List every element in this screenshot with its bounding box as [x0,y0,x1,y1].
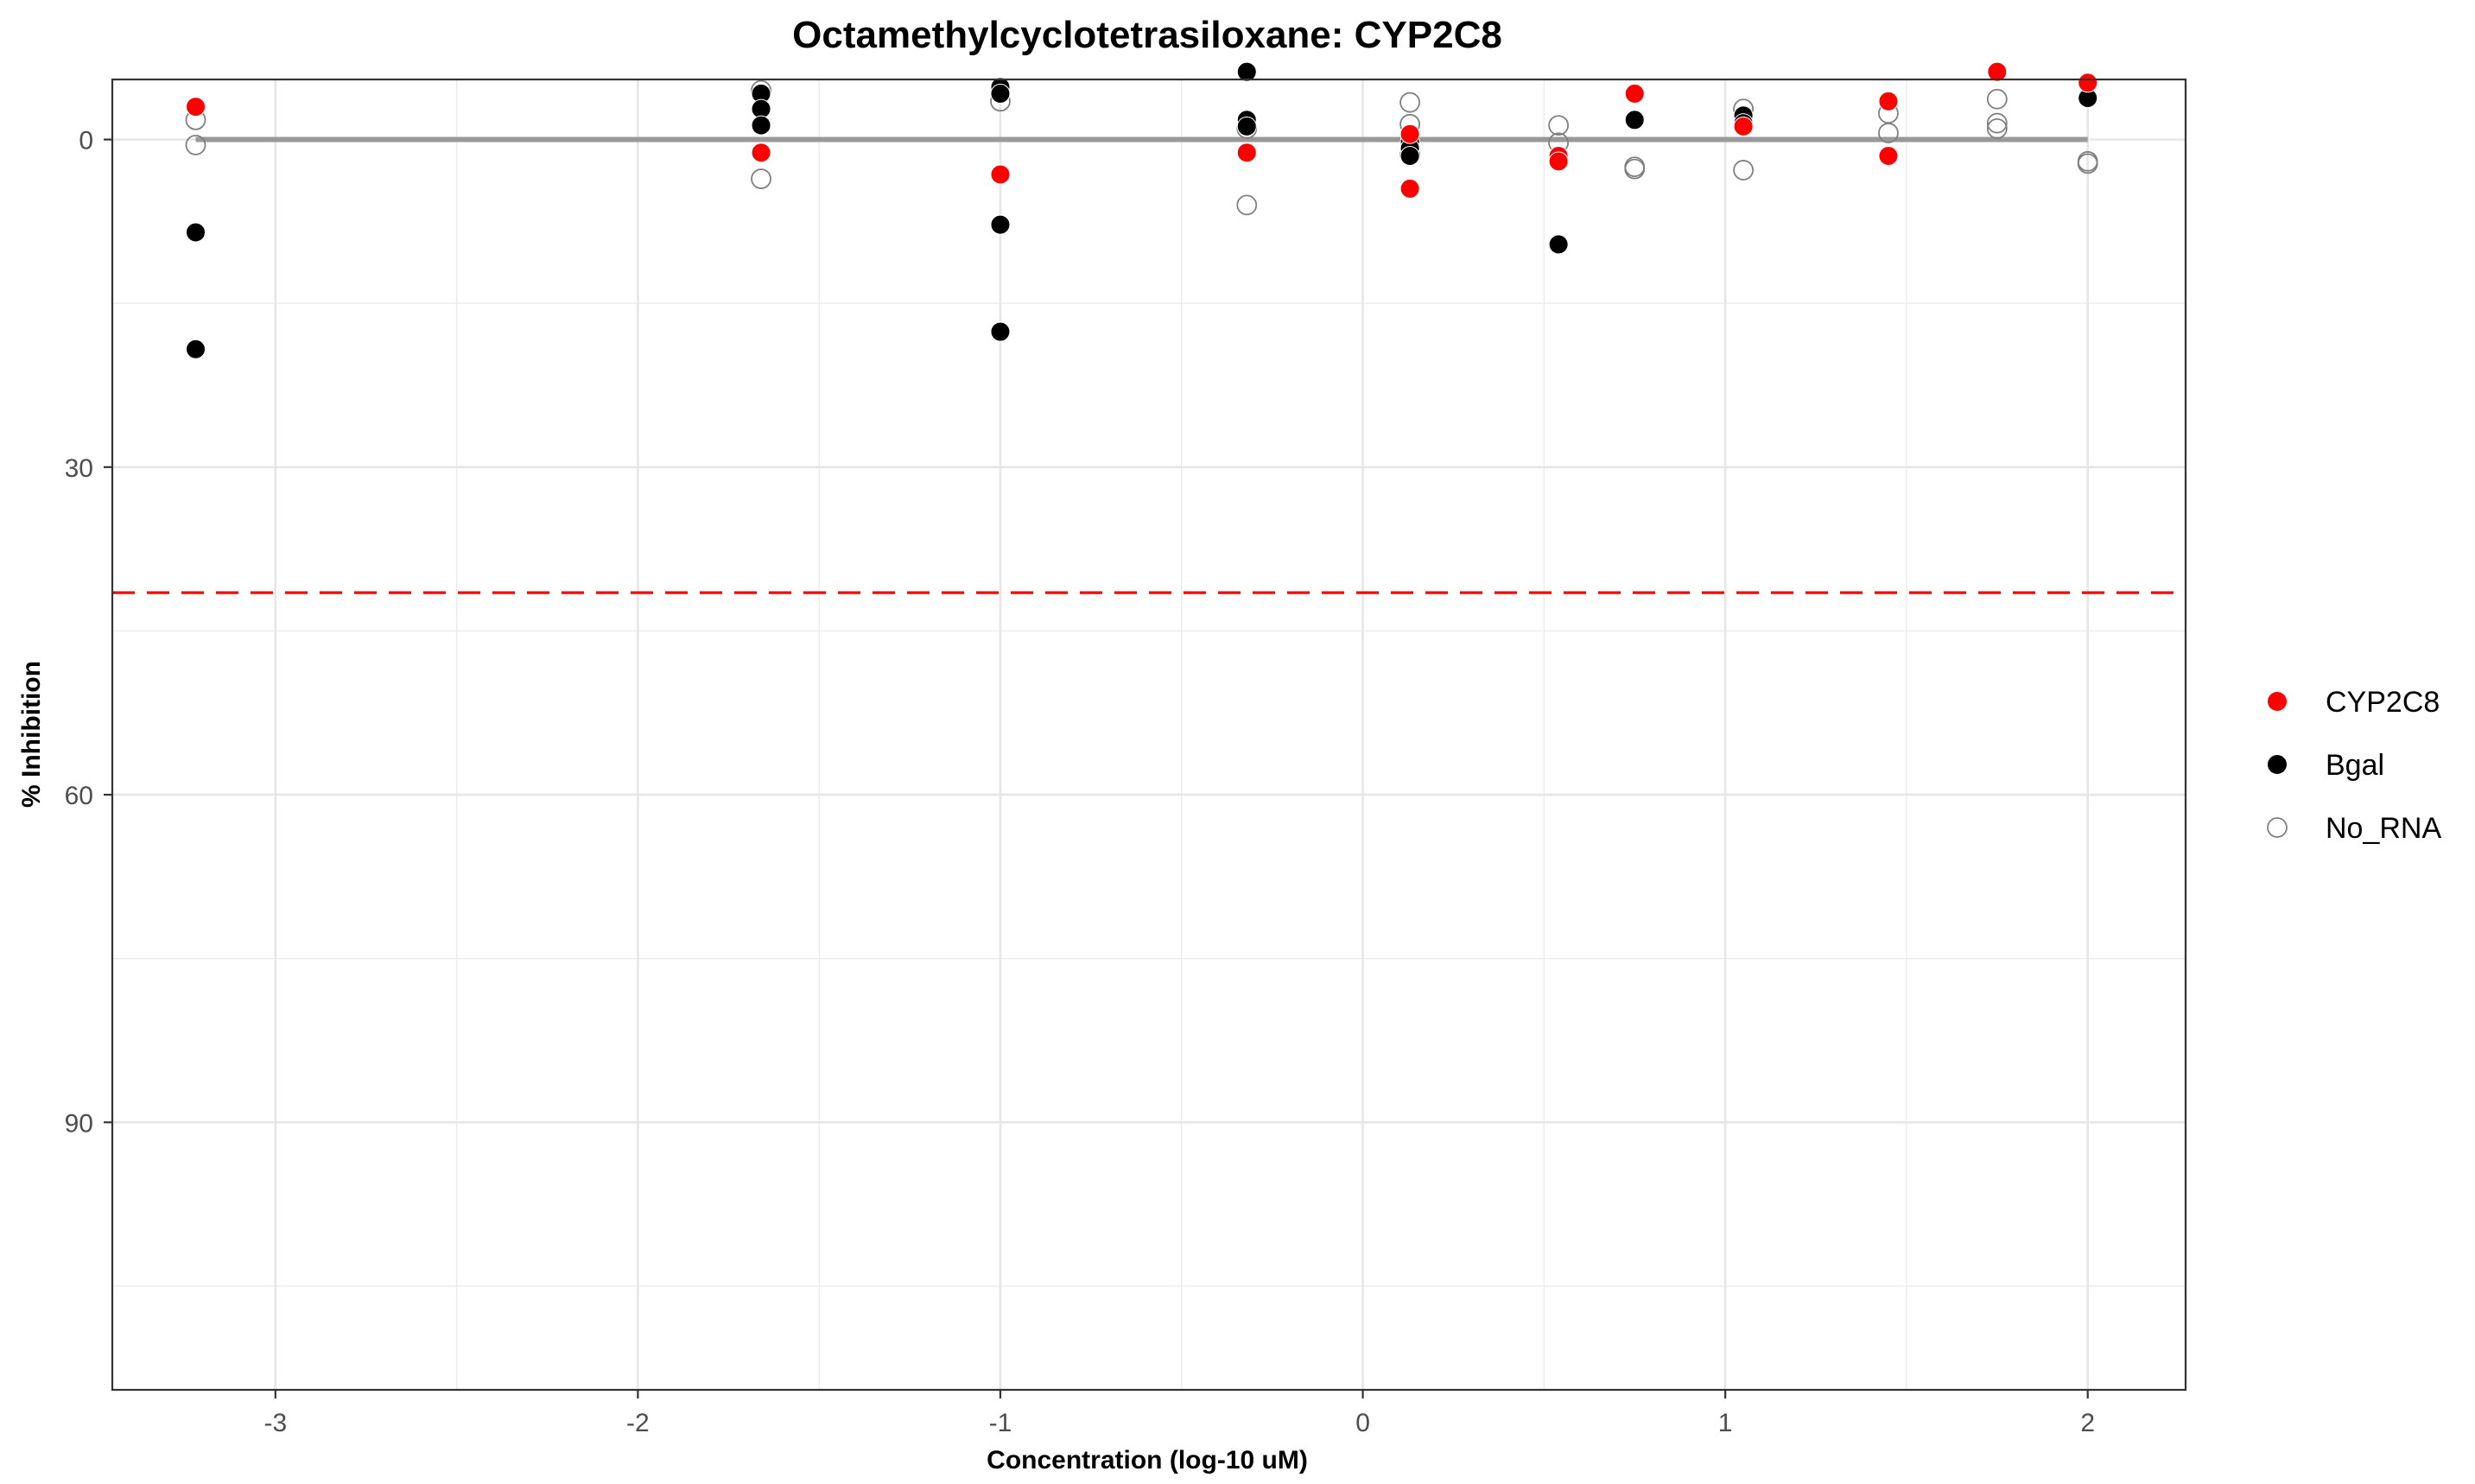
legend-key-no-rna [2267,817,2288,838]
point-cyp2c8 [1399,178,1420,199]
x-tick-label: 0 [1355,1409,1370,1437]
y-axis-title: % Inhibition [17,661,46,808]
x-axis-title: Concentration (log-10 uM) [987,1446,1308,1474]
plot-panel [112,79,2186,1390]
point-no-rna [1986,112,2008,134]
x-tick-label: -2 [626,1409,650,1437]
legend-key-cyp2c8 [2268,692,2287,711]
point-bgal [751,115,771,136]
point-cyp2c8 [1624,83,1645,104]
point-cyp2c8 [2078,73,2098,93]
legend: CYP2C8 Bgal No_RNA [2267,686,2441,845]
point-bgal [990,83,1011,104]
point-cyp2c8 [1399,124,1420,144]
point-bgal [186,222,206,243]
point-cyp2c8 [1548,151,1569,172]
point-no-rna [185,134,206,155]
point-bgal [1548,234,1569,255]
point-no-rna [1548,115,1570,136]
point-cyp2c8 [1236,143,1257,163]
point-bgal [1236,116,1257,136]
point-cyp2c8 [1878,145,1899,166]
legend-label-no-rna: No_RNA [2326,812,2441,845]
point-bgal [990,321,1011,342]
y-tick-label: 60 [65,782,93,810]
reference-lines [112,136,2186,594]
point-no-rna [1399,92,1420,113]
point-no-rna [1878,123,1899,143]
data-points [185,61,2098,359]
point-cyp2c8 [1878,91,1899,111]
grid-minor [112,79,2186,1390]
plot-border [111,78,2187,1392]
point-cyp2c8 [990,164,1011,185]
chart-title: Octamethylcyclotetrasiloxane: CYP2C8 [792,14,1502,56]
point-no-rna [1733,160,1755,181]
point-bgal [1236,61,1257,82]
legend-label-cyp2c8: CYP2C8 [2326,686,2440,719]
point-cyp2c8 [1733,116,1754,136]
point-no-rna [751,168,771,189]
point-cyp2c8 [751,143,771,163]
y-tick-label: 90 [65,1109,93,1138]
y-axis: 0 30 60 90 [65,127,112,1138]
point-bgal [1624,110,1645,130]
legend-key-bgal [2268,755,2287,774]
legend-label-bgal: Bgal [2326,749,2384,782]
point-cyp2c8 [186,97,206,117]
y-tick-label: 30 [65,454,93,483]
y-tick-label: 0 [79,127,93,155]
point-no-rna [1986,88,2008,110]
x-axis: -3 -2 -1 0 1 2 [263,1390,2095,1437]
x-tick-label: 1 [1718,1409,1733,1437]
point-no-rna [2077,153,2098,174]
x-tick-label: 2 [2080,1409,2095,1437]
x-tick-label: -1 [989,1409,1012,1437]
point-no-rna [1236,194,1258,216]
x-tick-label: -3 [263,1409,287,1437]
point-bgal [186,339,206,359]
point-cyp2c8 [1987,61,2008,82]
point-no-rna [1624,158,1646,180]
point-bgal [1399,145,1420,166]
point-bgal [990,214,1011,235]
point-no-rna [1986,117,2008,139]
